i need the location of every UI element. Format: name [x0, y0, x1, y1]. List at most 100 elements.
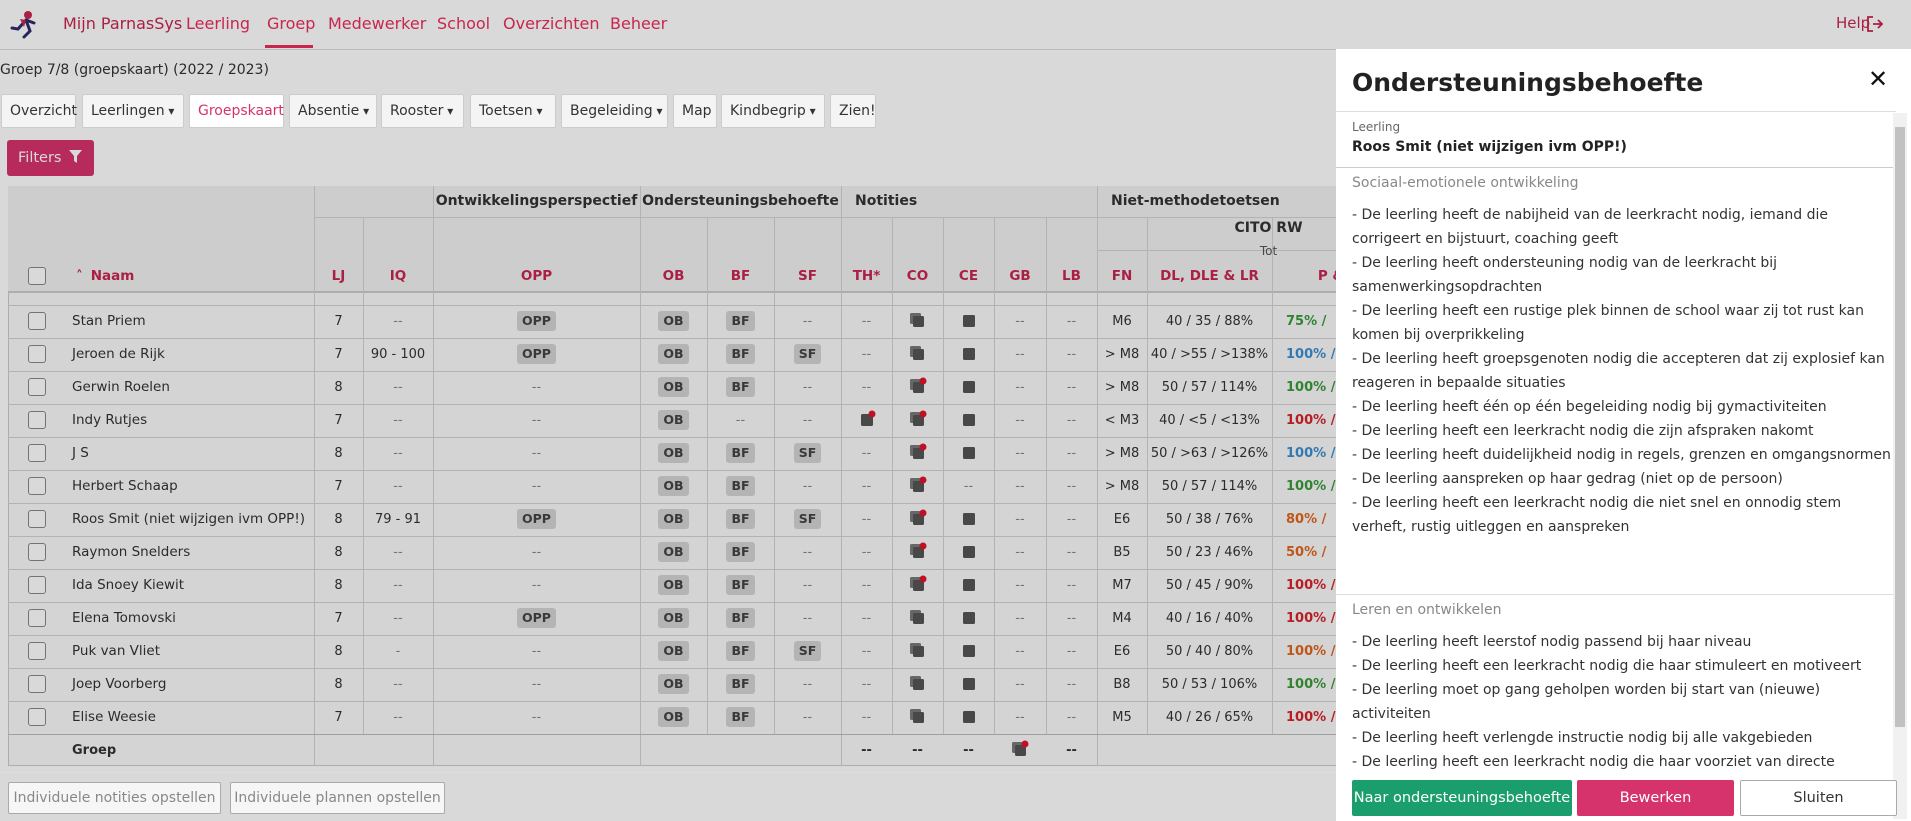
tab[interactable]: Toetsen ▾	[470, 94, 556, 128]
panel-button[interactable]: Sluiten	[1740, 780, 1897, 816]
note-icon[interactable]	[958, 343, 980, 365]
student-name[interactable]: Herbert Schaap	[72, 478, 178, 494]
column-header[interactable]: IQ	[389, 268, 407, 284]
tab[interactable]: Groepskaart	[189, 94, 284, 128]
note-icon[interactable]	[856, 409, 878, 431]
note-icon[interactable]	[907, 640, 929, 662]
note-icon[interactable]	[907, 607, 929, 629]
logout-icon[interactable]	[1866, 15, 1884, 33]
note-icon[interactable]	[907, 706, 929, 728]
student-name[interactable]: Ida Snoey Kiewit	[72, 577, 185, 593]
column-header[interactable]: ˄ Naam	[76, 268, 134, 284]
student-name[interactable]: Raymon Snelders	[72, 544, 191, 560]
student-name[interactable]: Elena Tomovski	[72, 610, 176, 626]
note-icon[interactable]	[907, 475, 929, 497]
row-checkbox[interactable]	[28, 411, 46, 429]
note-icon[interactable]	[958, 640, 980, 662]
note-icon[interactable]	[907, 673, 929, 695]
note-icon[interactable]	[907, 310, 929, 332]
close-button[interactable]: ✕	[1868, 65, 1889, 93]
scrollbar-thumb[interactable]	[1895, 127, 1905, 727]
panel-button[interactable]: Bewerken	[1577, 780, 1734, 816]
student-name[interactable]: J S	[72, 445, 89, 461]
tab[interactable]: Leerlingen ▾	[82, 94, 184, 128]
student-name[interactable]: Gerwin Roelen	[72, 379, 170, 395]
note-icon[interactable]	[907, 409, 929, 431]
column-header[interactable]: OB	[662, 268, 685, 284]
nav-brand[interactable]: Mijn ParnasSys	[63, 14, 183, 33]
tab[interactable]: Zien!	[830, 94, 876, 128]
row-checkbox[interactable]	[28, 642, 46, 660]
column-header[interactable]: OPP	[520, 268, 553, 284]
column-header[interactable]: DL, DLE & LR	[1160, 268, 1259, 284]
tab[interactable]: Absentie ▾	[289, 94, 377, 128]
tab[interactable]: Kindbegrip ▾	[721, 94, 825, 128]
action-button[interactable]: Individuele notities opstellen	[8, 782, 221, 814]
nav-help[interactable]: Help	[1836, 14, 1871, 32]
nav-item[interactable]: Groep	[267, 14, 316, 33]
note-icon[interactable]	[907, 442, 929, 464]
nav-item[interactable]: Medewerker	[328, 14, 427, 33]
row-checkbox[interactable]	[28, 345, 46, 363]
note-icon[interactable]	[907, 541, 929, 563]
row-checkbox[interactable]	[28, 378, 46, 396]
note-icon[interactable]	[958, 574, 980, 596]
note-icon[interactable]	[958, 673, 980, 695]
column-header[interactable]: FN	[1111, 268, 1133, 284]
column-header[interactable]: TH*	[852, 268, 881, 284]
nav-item[interactable]: School	[437, 14, 491, 33]
note-icon[interactable]	[907, 574, 929, 596]
nav-active-underline	[265, 45, 313, 48]
select-all-checkbox[interactable]	[28, 267, 46, 285]
column-header[interactable]: LB	[1062, 268, 1081, 284]
column-header[interactable]: CE	[958, 268, 979, 284]
note-icon[interactable]	[958, 508, 980, 530]
column-header[interactable]: SF	[798, 268, 817, 284]
row-checkbox[interactable]	[28, 708, 46, 726]
cell-value: 50 / >63 / >126%	[1150, 446, 1269, 461]
caret: ▾	[532, 104, 543, 118]
nav-item[interactable]: Beheer	[610, 14, 668, 33]
student-name[interactable]: Puk van Vliet	[72, 643, 161, 659]
cell: OB	[640, 437, 707, 470]
student-name[interactable]: Elise Weesie	[72, 709, 156, 725]
tab[interactable]: Map	[673, 94, 717, 128]
column-header[interactable]: CO	[906, 268, 929, 284]
row-checkbox[interactable]	[28, 576, 46, 594]
action-button[interactable]: Individuele plannen opstellen	[230, 782, 445, 814]
column-header[interactable]: BF	[730, 268, 751, 284]
student-name[interactable]: Indy Rutjes	[72, 412, 148, 428]
nav-item[interactable]: Overzichten	[503, 14, 600, 33]
row-checkbox[interactable]	[28, 477, 46, 495]
student-name[interactable]: Joep Voorberg	[72, 676, 167, 692]
note-icon[interactable]	[958, 409, 980, 431]
nav-item[interactable]: Leerling	[186, 14, 251, 33]
student-name[interactable]: Roos Smit (niet wijzigen ivm OPP!)	[72, 511, 306, 527]
logo[interactable]	[8, 9, 40, 41]
row-checkbox[interactable]	[28, 609, 46, 627]
tab[interactable]: Overzicht	[1, 94, 77, 128]
note-icon[interactable]	[1009, 739, 1031, 761]
note-icon[interactable]	[958, 706, 980, 728]
note-icon[interactable]	[907, 343, 929, 365]
row-checkbox[interactable]	[28, 312, 46, 330]
tab[interactable]: Rooster ▾	[381, 94, 464, 128]
row-checkbox[interactable]	[28, 444, 46, 462]
row-checkbox[interactable]	[28, 510, 46, 528]
note-icon[interactable]	[958, 607, 980, 629]
note-icon[interactable]	[907, 376, 929, 398]
note-icon[interactable]	[958, 442, 980, 464]
row-checkbox[interactable]	[28, 543, 46, 561]
note-icon[interactable]	[907, 508, 929, 530]
filters-button[interactable]: Filters	[7, 140, 94, 176]
note-icon[interactable]	[958, 310, 980, 332]
note-icon[interactable]	[958, 376, 980, 398]
student-name[interactable]: Jeroen de Rijk	[72, 346, 165, 362]
panel-button[interactable]: Naar ondersteuningsbehoefte	[1352, 780, 1572, 816]
student-name[interactable]: Stan Priem	[72, 313, 146, 329]
column-header[interactable]: GB	[1009, 268, 1031, 284]
tab[interactable]: Begeleiding ▾	[561, 94, 668, 128]
note-icon[interactable]	[958, 541, 980, 563]
column-header[interactable]: LJ	[331, 268, 346, 284]
row-checkbox[interactable]	[28, 675, 46, 693]
